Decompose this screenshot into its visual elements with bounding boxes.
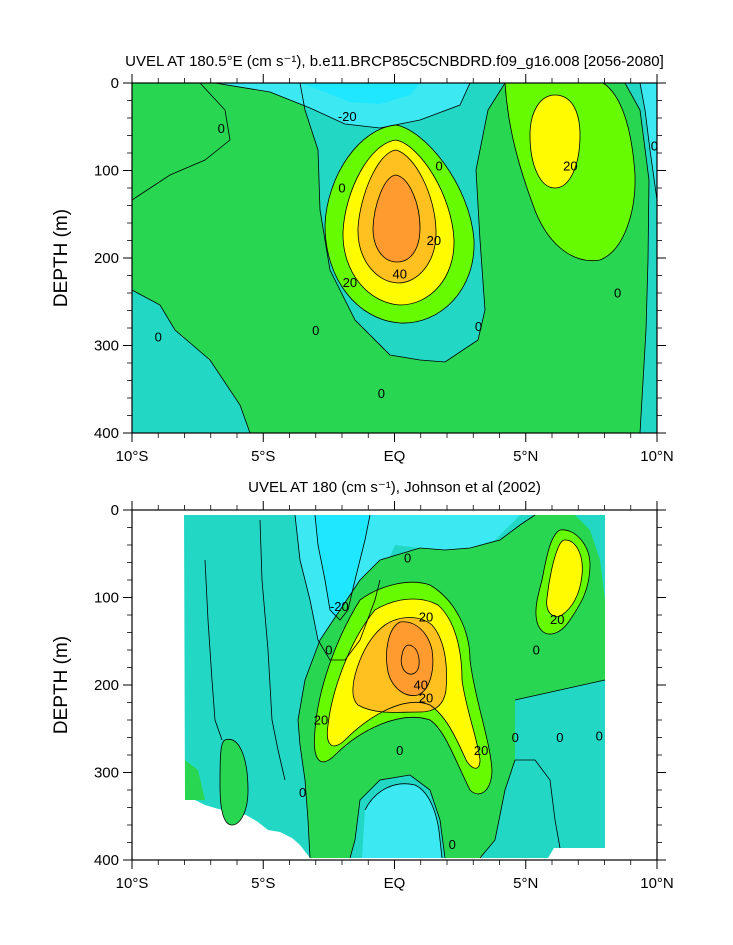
x-tick-label: 10°N xyxy=(640,875,674,892)
y-tick-label: 200 xyxy=(94,677,119,694)
x-tick-label: EQ xyxy=(384,875,406,892)
observed-contour-lines xyxy=(204,514,606,859)
contour-label: 20 xyxy=(419,609,433,624)
model-panel-title: UVEL AT 180.5°E (cm s⁻¹), b.e11.BRCP85C5… xyxy=(125,53,664,70)
contour-label: 20 xyxy=(474,743,488,758)
y-tick-label: 400 xyxy=(94,425,119,442)
contour-label: 20 xyxy=(550,612,564,627)
contour-label: 0 xyxy=(396,743,403,758)
x-tick-label: 5°N xyxy=(513,875,538,892)
region-north-edge xyxy=(640,83,657,200)
model-y-axis-label: DEPTH (m) xyxy=(51,209,72,307)
region-positive-west-upper xyxy=(132,83,230,200)
model-contour-labels: 0 -20 0 20 0 0 20 40 20 0 0 0 0 0 xyxy=(155,109,658,401)
contour-label: 0 xyxy=(556,730,563,745)
euc-level-40 xyxy=(373,175,420,262)
region-positive-west-obs xyxy=(220,739,248,825)
contour-label: 0 xyxy=(325,643,332,658)
observed-section-panel: UVEL AT 180 (cm s⁻¹), Johnson et al (200… xyxy=(51,479,674,892)
contour-label: 0 xyxy=(436,159,443,174)
contour-label: 0 xyxy=(651,139,658,154)
contour-label: 0 xyxy=(218,121,225,136)
region-deep-negative-center xyxy=(362,783,442,858)
model-contour-lines xyxy=(132,83,657,433)
contour-label: 0 xyxy=(312,323,319,338)
model-section-panel: UVEL AT 180.5°E (cm s⁻¹), b.e11.BRCP85C5… xyxy=(51,53,674,465)
observed-contour-field xyxy=(184,514,606,859)
y-tick-label: 400 xyxy=(94,852,119,869)
x-tick-label: 5°S xyxy=(251,448,275,465)
contour-label: 0 xyxy=(449,837,456,852)
x-tick-label: EQ xyxy=(384,448,406,465)
y-tick-label: 200 xyxy=(94,250,119,267)
contour-label: 0 xyxy=(299,785,306,800)
contour-label: 0 xyxy=(378,386,385,401)
contour-label: 20 xyxy=(427,233,441,248)
contour-label: 40 xyxy=(414,678,428,693)
njet-level-20 xyxy=(530,95,580,188)
contour-label: 0 xyxy=(155,329,162,344)
y-tick-label: 300 xyxy=(94,765,119,782)
contour-label: 40 xyxy=(393,266,407,281)
x-tick-label: 5°S xyxy=(251,875,275,892)
x-tick-label: 10°S xyxy=(116,875,149,892)
y-tick-label: 0 xyxy=(111,75,119,92)
region-westward-strong-obs xyxy=(315,515,370,620)
contour-label: 20 xyxy=(563,159,577,174)
region-westward-strong xyxy=(300,83,420,104)
y-tick-label: 100 xyxy=(94,590,119,607)
x-tick-label: 10°S xyxy=(116,448,149,465)
contour-label: 20 xyxy=(419,691,433,706)
region-positive-west2-obs xyxy=(185,760,205,800)
y-tick-label: 0 xyxy=(111,502,119,519)
contour-label: 0 xyxy=(404,551,411,566)
region-positive xyxy=(132,83,649,433)
contour-label: 20 xyxy=(314,713,328,728)
region-deep-negative-right xyxy=(515,680,605,848)
contour-label: 0 xyxy=(533,643,540,658)
x-tick-label: 5°N xyxy=(513,448,538,465)
contour-label: 0 xyxy=(338,181,345,196)
model-contour-field xyxy=(132,83,657,433)
contour-label: -20 xyxy=(338,109,357,124)
contour-label: 0 xyxy=(512,730,519,745)
contour-label: 20 xyxy=(343,275,357,290)
euc-obs-level-50 xyxy=(401,645,420,675)
njet-obs-level-20 xyxy=(546,540,583,617)
contour-label: -20 xyxy=(330,599,349,614)
contour-label: 0 xyxy=(614,286,621,301)
observed-panel-title: UVEL AT 180 (cm s⁻¹), Johnson et al (200… xyxy=(248,479,541,496)
contour-label: 0 xyxy=(596,728,603,743)
y-tick-label: 300 xyxy=(94,338,119,355)
observed-y-axis-label: DEPTH (m) xyxy=(51,636,72,734)
y-tick-label: 100 xyxy=(94,163,119,180)
contour-label: 0 xyxy=(475,319,482,334)
x-tick-label: 10°N xyxy=(640,448,674,465)
